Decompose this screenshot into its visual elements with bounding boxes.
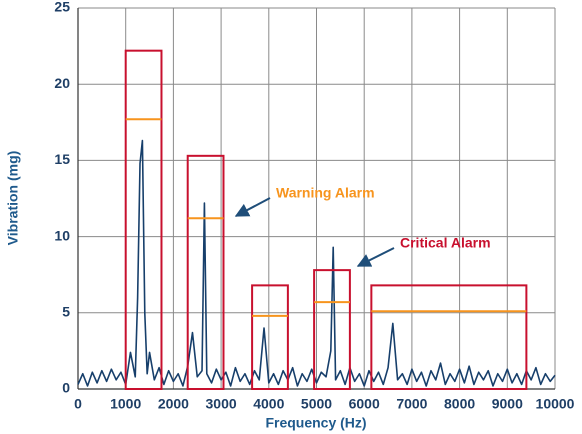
critical-alarm-band	[251, 284, 289, 391]
x-tick-label: 9000	[492, 396, 523, 412]
x-tick-label: 6000	[349, 396, 380, 412]
y-axis-label: Vibration (mg)	[5, 151, 21, 246]
critical-annotation: Critical Alarm	[400, 235, 491, 251]
x-axis-label: Frequency (Hz)	[265, 415, 366, 431]
y-tick-label: 25	[54, 0, 70, 15]
critical-alarm-band	[186, 154, 225, 390]
warning-annotation: Warning Alarm	[276, 185, 375, 201]
x-tick-label: 8000	[444, 396, 475, 412]
x-tick-label: 5000	[301, 396, 332, 412]
y-tick-label: 5	[62, 304, 70, 320]
x-tick-label: 2000	[158, 396, 189, 412]
critical-alarm-band	[124, 49, 163, 391]
x-tick-label: 10000	[536, 396, 575, 412]
x-tick-label: 4000	[253, 396, 284, 412]
x-tick-label: 1000	[110, 396, 141, 412]
x-tick-label: 3000	[206, 396, 237, 412]
x-tick-label: 7000	[396, 396, 427, 412]
y-tick-label: 0	[62, 380, 70, 396]
x-tick-label: 0	[74, 396, 82, 412]
critical-alarm-band	[313, 269, 351, 390]
y-tick-label: 15	[54, 151, 70, 167]
annotation-arrow	[356, 247, 395, 267]
annotation-arrow	[234, 197, 271, 217]
y-tick-label: 10	[54, 227, 70, 243]
y-tick-label: 20	[54, 75, 70, 91]
critical-alarm-band	[370, 284, 528, 391]
spectrum-line	[77, 139, 556, 387]
